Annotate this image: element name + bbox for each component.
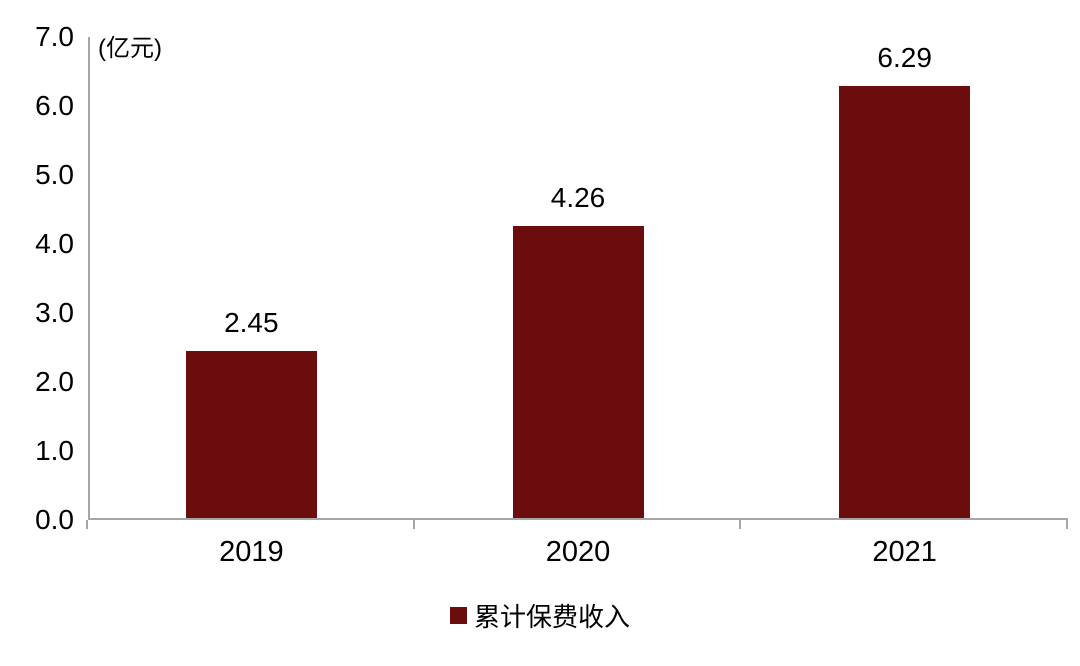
bar	[839, 86, 971, 518]
plot-area	[88, 37, 1068, 520]
y-tick-label: 5.0	[35, 159, 74, 190]
legend: 累计保费收入	[0, 597, 1080, 634]
bar-value-label: 4.26	[550, 182, 606, 214]
bar-value-label: 2.45	[224, 306, 279, 338]
x-axis-tick	[739, 520, 742, 529]
y-tick-label: 4.0	[35, 228, 74, 259]
bar	[512, 226, 644, 518]
y-axis-unit-label: (亿元)	[98, 35, 162, 62]
y-tick-label: 3.0	[35, 297, 74, 328]
x-axis-tick	[412, 520, 415, 529]
bar-value-label: 6.29	[877, 41, 932, 73]
x-tick-label: 2020	[545, 536, 611, 568]
bar	[185, 350, 317, 518]
y-tick-label: 2.0	[35, 366, 74, 397]
x-axis-tick	[86, 520, 88, 529]
legend-swatch-icon	[449, 607, 467, 624]
legend-series-label: 累计保费收入	[473, 602, 630, 632]
y-tick-label: 7.0	[35, 21, 74, 52]
y-tick-label: 0.0	[35, 504, 74, 535]
x-tick-label: 2021	[872, 536, 937, 568]
x-tick-label: 2019	[219, 536, 284, 568]
y-tick-label: 1.0	[35, 435, 74, 466]
x-axis-tick	[1066, 520, 1068, 529]
y-tick-label: 6.0	[35, 90, 74, 121]
